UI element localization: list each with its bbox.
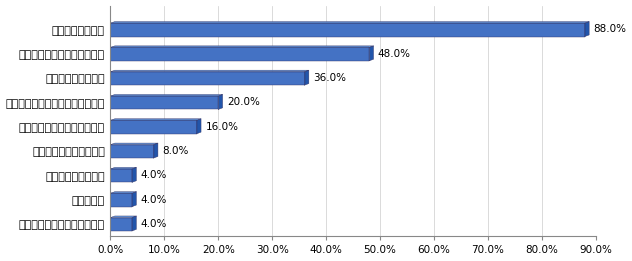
Polygon shape	[111, 216, 137, 218]
Polygon shape	[132, 216, 137, 231]
Text: 20.0%: 20.0%	[227, 97, 260, 107]
Polygon shape	[154, 143, 158, 158]
Bar	[111, 218, 132, 231]
Polygon shape	[111, 22, 589, 23]
Polygon shape	[111, 143, 158, 145]
Polygon shape	[111, 70, 309, 72]
Text: 4.0%: 4.0%	[141, 219, 167, 229]
Bar	[111, 72, 305, 85]
Bar	[111, 193, 132, 207]
Polygon shape	[111, 192, 137, 193]
Bar	[111, 145, 154, 158]
Bar	[111, 169, 132, 182]
Bar	[111, 23, 585, 37]
Polygon shape	[111, 167, 137, 169]
Text: 16.0%: 16.0%	[205, 122, 238, 132]
Text: 36.0%: 36.0%	[313, 73, 346, 83]
Polygon shape	[218, 94, 222, 109]
Text: 88.0%: 88.0%	[593, 25, 626, 34]
Polygon shape	[111, 46, 374, 48]
Polygon shape	[132, 167, 137, 182]
Text: 4.0%: 4.0%	[141, 194, 167, 205]
Polygon shape	[585, 22, 589, 37]
Bar	[111, 120, 197, 134]
Bar	[111, 48, 369, 61]
Text: 4.0%: 4.0%	[141, 170, 167, 180]
Polygon shape	[369, 46, 374, 61]
Polygon shape	[111, 119, 201, 120]
Polygon shape	[132, 192, 137, 207]
Polygon shape	[197, 119, 201, 134]
Polygon shape	[305, 70, 309, 85]
Polygon shape	[111, 94, 222, 96]
Bar	[111, 96, 218, 109]
Text: 48.0%: 48.0%	[378, 49, 411, 59]
Text: 8.0%: 8.0%	[162, 146, 188, 156]
